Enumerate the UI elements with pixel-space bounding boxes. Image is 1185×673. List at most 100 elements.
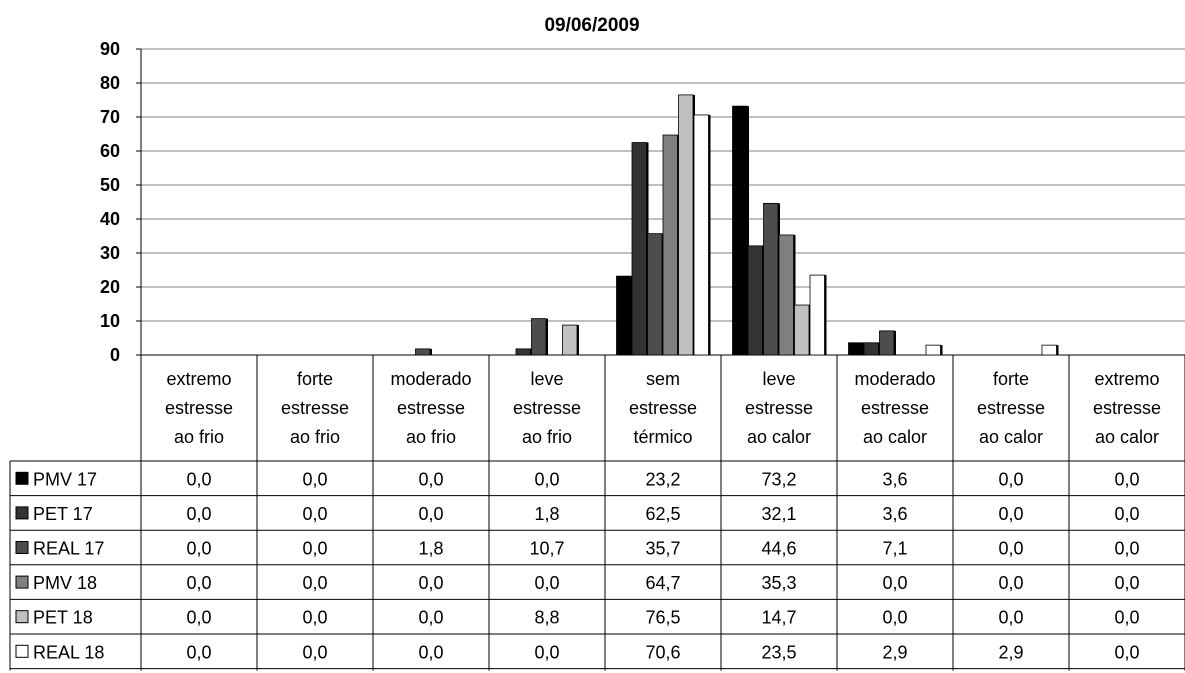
category-label: moderado [390, 369, 471, 389]
data-label: 0,0 [418, 573, 443, 593]
y-tick-label: 10 [100, 311, 120, 331]
bar [515, 348, 531, 356]
data-label: 1,8 [534, 504, 559, 524]
category-label: térmico [633, 427, 692, 447]
data-label: 76,5 [645, 608, 680, 628]
data-label: 3,6 [882, 504, 907, 524]
data-label: 0,0 [998, 573, 1023, 593]
data-label: 7,1 [882, 539, 907, 559]
category-label: estresse [165, 398, 233, 418]
category-label: ao calor [1095, 427, 1159, 447]
data-label: 0,0 [186, 573, 211, 593]
bar [616, 275, 632, 356]
category-label: ao frio [174, 427, 224, 447]
data-label: 0,0 [418, 608, 443, 628]
series-name: PET 17 [33, 504, 93, 524]
category-label: estresse [745, 398, 813, 418]
data-label: 0,0 [302, 469, 327, 489]
data-label: 0,0 [998, 539, 1023, 559]
category-label: estresse [861, 398, 929, 418]
data-label: 0,0 [1114, 539, 1139, 559]
bar [747, 245, 763, 356]
data-label: 62,5 [645, 504, 680, 524]
category-label: extremo [166, 369, 231, 389]
category-label: leve [530, 369, 563, 389]
y-tick-label: 60 [100, 141, 120, 161]
data-label: 0,0 [302, 504, 327, 524]
data-label: 0,0 [534, 573, 559, 593]
chart-title: 09/06/2009 [544, 15, 639, 36]
bar [662, 134, 678, 356]
bar [778, 234, 794, 356]
data-label: 0,0 [1114, 469, 1139, 489]
bar [531, 318, 547, 356]
legend-key [15, 471, 29, 485]
category-label: ao calor [979, 427, 1043, 447]
data-label: 0,0 [418, 642, 443, 662]
data-label: 8,8 [534, 608, 559, 628]
y-tick-label: 40 [100, 209, 120, 229]
data-label: 0,0 [998, 608, 1023, 628]
category-label: estresse [1093, 398, 1161, 418]
data-table: extremo estresse ao frio forte estresse ao fr… [9, 355, 1185, 671]
data-label: 0,0 [534, 642, 559, 662]
category-label: estresse [513, 398, 581, 418]
data-label: 0,0 [418, 469, 443, 489]
bar [794, 304, 810, 356]
category-label: ao frio [290, 427, 340, 447]
data-label: 14,7 [761, 608, 796, 628]
data-label: 0,0 [1114, 642, 1139, 662]
data-label: 0,0 [998, 504, 1023, 524]
data-label: 0,0 [186, 504, 211, 524]
legend-key [15, 575, 29, 589]
bar [678, 94, 694, 356]
data-label: 0,0 [882, 573, 907, 593]
legend-key [15, 506, 29, 520]
category-label: ao calor [747, 427, 811, 447]
bar [848, 342, 864, 356]
legend-key [15, 644, 29, 658]
data-label: 1,8 [418, 539, 443, 559]
data-label: 3,6 [882, 469, 907, 489]
category-label: forte [993, 369, 1029, 389]
category-label: ao calor [863, 427, 927, 447]
category-label: ao frio [406, 427, 456, 447]
bar [647, 233, 663, 356]
category-label: estresse [281, 398, 349, 418]
y-axis: 0 10 20 30 40 50 60 70 80 90 [100, 39, 1185, 365]
data-label: 2,9 [998, 642, 1023, 662]
data-label: 0,0 [1114, 573, 1139, 593]
y-tick-label: 90 [100, 39, 120, 59]
bar [732, 105, 748, 356]
data-label: 0,0 [302, 573, 327, 593]
data-label: 64,7 [645, 573, 680, 593]
data-label: 44,6 [761, 539, 796, 559]
bar [1041, 344, 1057, 356]
data-label: 0,0 [186, 608, 211, 628]
data-label: 0,0 [302, 608, 327, 628]
data-label: 0,0 [302, 539, 327, 559]
series-name: PMV 17 [33, 469, 97, 489]
bar [863, 342, 879, 356]
data-label: 10,7 [529, 539, 564, 559]
y-tick-label: 80 [100, 73, 120, 93]
data-label: 0,0 [1114, 608, 1139, 628]
data-label: 70,6 [645, 642, 680, 662]
y-tick-label: 70 [100, 107, 120, 127]
data-label: 0,0 [186, 642, 211, 662]
category-label: estresse [629, 398, 697, 418]
data-label: 0,0 [186, 539, 211, 559]
series-name: REAL 17 [33, 539, 104, 559]
bar [415, 348, 431, 356]
data-label: 0,0 [1114, 504, 1139, 524]
data-label: 0,0 [998, 469, 1023, 489]
data-label: 0,0 [186, 469, 211, 489]
legend-key [15, 610, 29, 624]
y-tick-label: 50 [100, 175, 120, 195]
data-label: 0,0 [534, 469, 559, 489]
category-label: estresse [397, 398, 465, 418]
data-label: 35,3 [761, 573, 796, 593]
data-label: 32,1 [761, 504, 796, 524]
y-tick-label: 20 [100, 277, 120, 297]
